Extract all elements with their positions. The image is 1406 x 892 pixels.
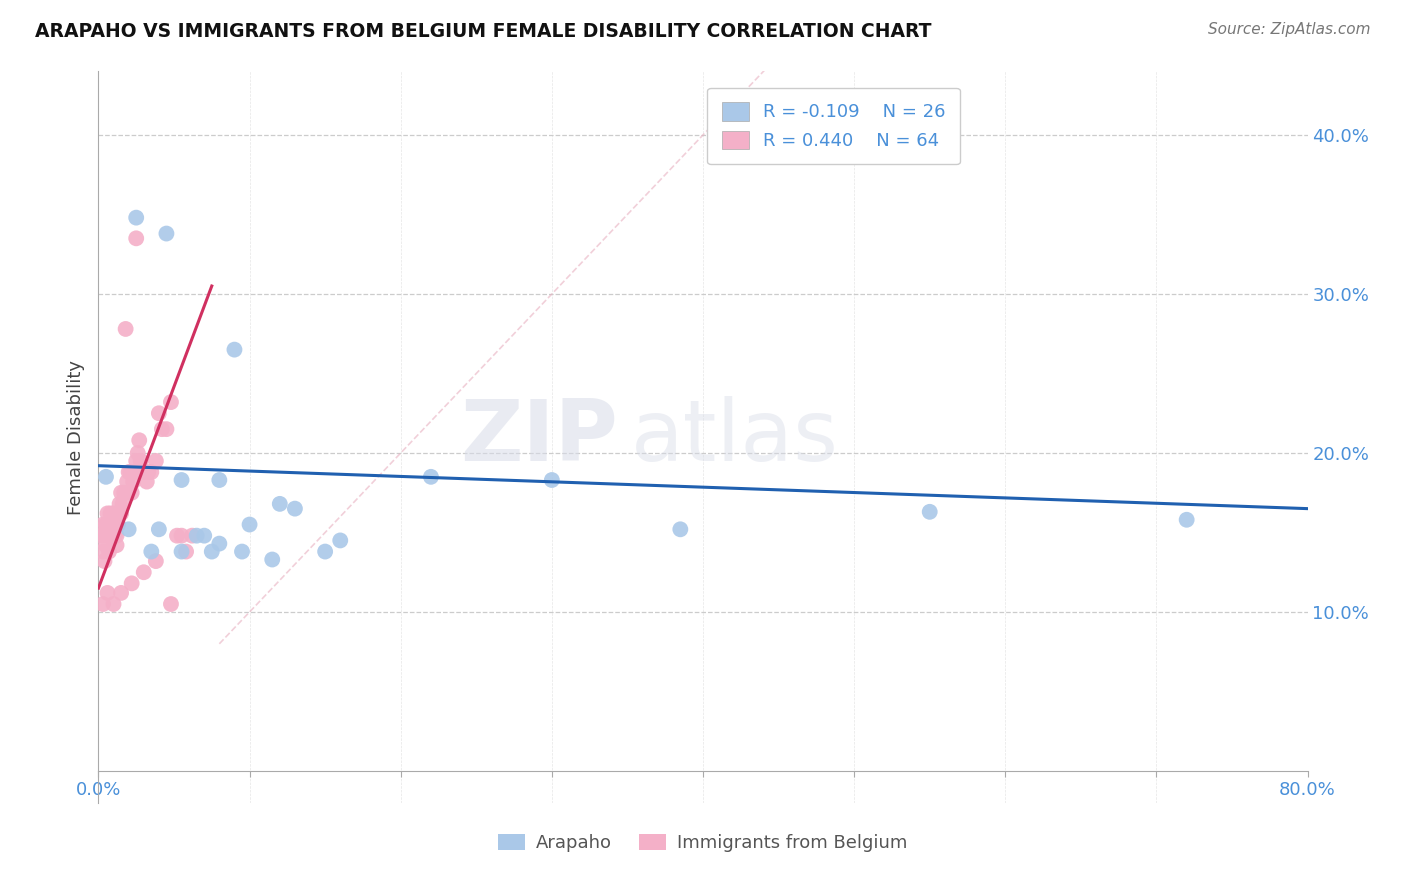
Point [170, 544, 193, 558]
Point [145, 554, 167, 568]
Point [111, 497, 134, 511]
Point [110, 586, 132, 600]
Point [118, 465, 141, 479]
Point [136, 465, 159, 479]
Point [90, 529, 112, 543]
Point [112, 485, 135, 500]
Point [121, 485, 143, 500]
Point [170, 529, 193, 543]
Point [91, 517, 114, 532]
Point [96, 507, 118, 521]
Point [540, 473, 562, 487]
Text: ZIP: ZIP [461, 395, 619, 479]
Point [148, 406, 170, 420]
Point [262, 552, 284, 566]
Point [105, 538, 128, 552]
Point [108, 497, 131, 511]
Point [284, 501, 307, 516]
Point [96, 529, 118, 543]
Point [107, 517, 129, 532]
Point [148, 522, 170, 536]
Point [103, 507, 125, 521]
Point [121, 576, 143, 591]
Point [145, 454, 167, 468]
Point [104, 529, 127, 543]
Point [115, 475, 138, 489]
Point [150, 422, 173, 436]
Point [91, 544, 114, 558]
Point [314, 544, 336, 558]
Point [141, 544, 163, 558]
Point [105, 529, 128, 543]
Point [329, 533, 352, 548]
Point [125, 211, 148, 225]
Point [1175, 513, 1198, 527]
Point [94, 538, 117, 552]
Point [103, 597, 125, 611]
Point [110, 485, 132, 500]
Point [224, 343, 246, 357]
Point [129, 454, 152, 468]
Text: ARAPAHO VS IMMIGRANTS FROM BELGIUM FEMALE DISABILITY CORRELATION CHART: ARAPAHO VS IMMIGRANTS FROM BELGIUM FEMAL… [35, 22, 932, 41]
Point [166, 529, 188, 543]
Point [94, 470, 117, 484]
Point [125, 454, 148, 468]
Point [420, 470, 443, 484]
Y-axis label: Female Disability: Female Disability [67, 359, 86, 515]
Point [170, 473, 193, 487]
Point [186, 529, 208, 543]
Point [103, 517, 125, 532]
Point [100, 517, 122, 532]
Point [155, 227, 177, 241]
Point [98, 544, 121, 558]
Point [160, 395, 183, 409]
Point [174, 544, 197, 558]
Point [135, 475, 157, 489]
Point [101, 529, 124, 543]
Point [155, 422, 177, 436]
Point [181, 529, 204, 543]
Point [124, 465, 146, 479]
Point [669, 522, 692, 536]
Point [98, 517, 121, 532]
Point [269, 497, 291, 511]
Text: Source: ZipAtlas.com: Source: ZipAtlas.com [1208, 22, 1371, 37]
Legend: Arapaho, Immigrants from Belgium: Arapaho, Immigrants from Belgium [491, 827, 915, 860]
Point [132, 465, 155, 479]
Point [91, 597, 114, 611]
Point [100, 529, 122, 543]
Point [96, 586, 118, 600]
Point [128, 434, 150, 448]
Point [122, 475, 145, 489]
Point [94, 517, 117, 532]
Point [160, 597, 183, 611]
Point [120, 465, 142, 479]
Point [208, 536, 231, 550]
Point [114, 485, 136, 500]
Point [239, 517, 262, 532]
Point [208, 473, 231, 487]
Point [918, 505, 941, 519]
Point [201, 544, 224, 558]
Point [100, 507, 122, 521]
Point [93, 554, 115, 568]
Point [93, 529, 115, 543]
Point [231, 544, 253, 558]
Point [118, 522, 141, 536]
Point [114, 322, 136, 336]
Text: atlas: atlas [630, 395, 838, 479]
Point [125, 231, 148, 245]
Point [141, 465, 163, 479]
Point [132, 566, 155, 580]
Point [104, 517, 127, 532]
Point [107, 507, 129, 521]
Point [127, 446, 149, 460]
Point [193, 529, 215, 543]
Point [110, 507, 132, 521]
Point [98, 529, 121, 543]
Point [101, 517, 124, 532]
